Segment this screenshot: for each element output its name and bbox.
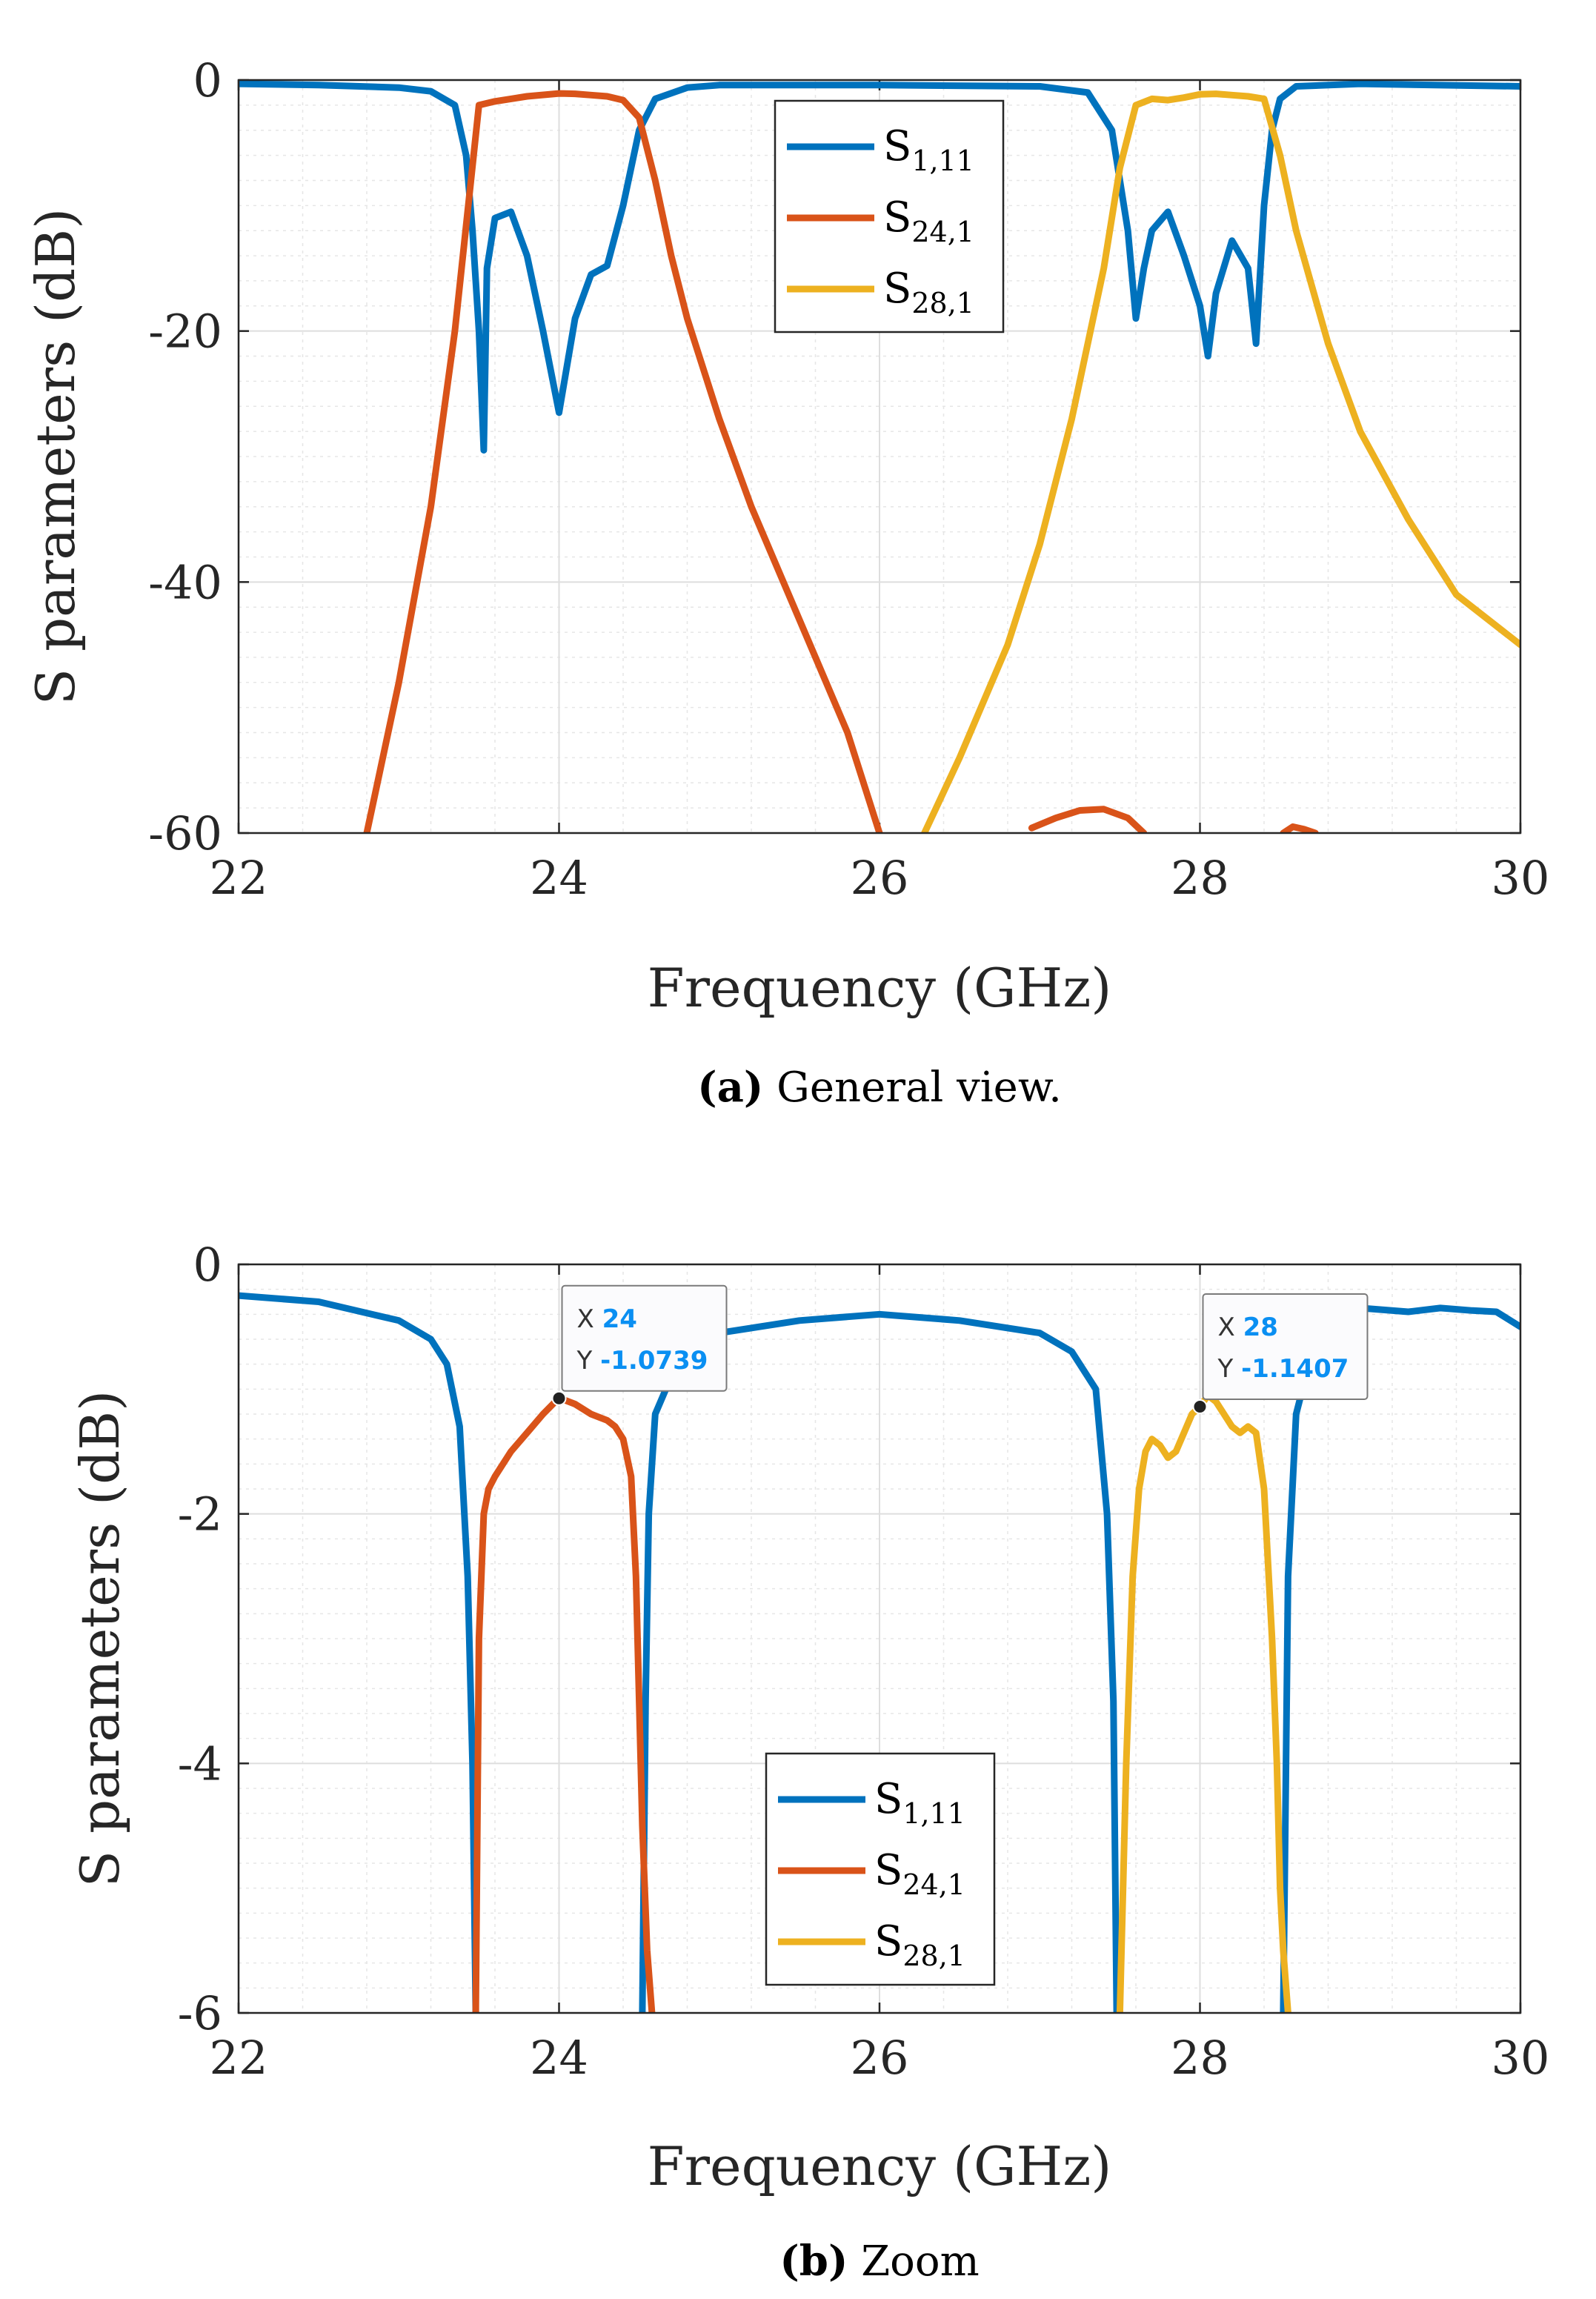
- x-tick-label: 22: [210, 851, 268, 905]
- datatip-marker[interactable]: [551, 1390, 567, 1406]
- x-tick-label: 22: [210, 2031, 268, 2085]
- panel-a-general-view: 22 24 26 28 300-20-40-60S1,11S24,1S28,1Frequ…: [24, 53, 1549, 1112]
- panel-caption: (b) Zoom: [779, 2237, 979, 2286]
- datatip[interactable]: X 28Y -1.1407: [1202, 1293, 1369, 1401]
- legend-entry: S24,1: [883, 193, 974, 248]
- legend-entry: S28,1: [874, 1917, 965, 1972]
- datatip-box: [1202, 1293, 1369, 1401]
- plot-frame: [237, 79, 1522, 835]
- series-line-s24-1-fragment: [1280, 823, 1319, 833]
- datatip-y-row: Y -1.0739: [576, 1346, 708, 1376]
- x-tick-label: 24: [530, 2031, 588, 2085]
- legend-entry-subscript: 28,1: [911, 287, 974, 319]
- datatip[interactable]: X 24Y -1.0739: [561, 1284, 728, 1392]
- panel-caption: (a) General view.: [697, 1063, 1062, 1112]
- x-axis-label: Frequency (GHz): [648, 957, 1112, 1019]
- legend-entry-base: S: [874, 1917, 902, 1965]
- panel-caption-text: Zoom: [848, 2237, 979, 2286]
- plot-frame: [237, 1263, 1522, 2014]
- datatip-x-row: X 28: [1218, 1313, 1278, 1342]
- series-line-s24-1-fragment: [1028, 806, 1148, 833]
- y-tick-label: -40: [148, 555, 222, 609]
- panel-caption-tag: (a): [697, 1063, 763, 1112]
- y-axis-label: S parameters (dB): [24, 208, 87, 705]
- x-tick-label: 26: [851, 2031, 909, 2085]
- legend-entry: S24,1: [874, 1846, 965, 1901]
- panel-caption-tag: (b): [779, 2237, 848, 2286]
- legend-entry: S1,11: [874, 1775, 965, 1830]
- y-tick-label: -6: [178, 1986, 222, 2040]
- datatip-x-label: X: [1218, 1313, 1243, 1342]
- x-tick-label: 26: [851, 851, 909, 905]
- legend-entry-base: S: [883, 122, 911, 170]
- y-tick-label: -4: [178, 1736, 222, 1791]
- legend-entry-subscript: 1,11: [911, 145, 974, 177]
- x-tick-label: 24: [530, 851, 588, 905]
- datatip-box: [561, 1284, 728, 1392]
- x-tick-label: 30: [1492, 2031, 1550, 2085]
- y-axis-label: S parameters (dB): [69, 1390, 131, 1887]
- legend-entry: S1,11: [883, 122, 974, 177]
- datatip-y-value: -1.1407: [1241, 1354, 1349, 1384]
- datatip-x-value: 24: [602, 1304, 637, 1334]
- series-line-s24-1: [472, 1394, 656, 2013]
- datatip-marker[interactable]: [1192, 1399, 1208, 1415]
- panel-caption-text: General view.: [763, 1064, 1062, 1112]
- series-group: [239, 80, 1520, 833]
- legend-entry-base: S: [874, 1846, 902, 1894]
- legend-entry: S28,1: [883, 265, 974, 319]
- series-line-s28-1: [1116, 1392, 1291, 2013]
- series-line-s24-1: [363, 90, 883, 833]
- legend-entry-base: S: [874, 1775, 902, 1823]
- datatip-x-value: 28: [1243, 1313, 1278, 1342]
- x-axis-label: Frequency (GHz): [648, 2135, 1112, 2197]
- legend-entry-subscript: 28,1: [902, 1940, 965, 1972]
- y-tick-label: 0: [193, 53, 222, 107]
- datatip-y-label: Y: [576, 1346, 601, 1376]
- y-tick-label: 0: [193, 1238, 222, 1292]
- series-line-s28-1: [921, 90, 1520, 833]
- legend-entry-subscript: 24,1: [902, 1868, 965, 1901]
- legend-entry-base: S: [883, 265, 911, 313]
- x-tick-label: 28: [1171, 851, 1229, 905]
- datatip-y-value: -1.0739: [600, 1346, 708, 1376]
- datatip-y-row: Y -1.1407: [1217, 1354, 1349, 1384]
- y-tick-label: -2: [178, 1487, 222, 1542]
- legend-entry-subscript: 24,1: [911, 216, 974, 248]
- series-line-s1-11: [239, 80, 1520, 454]
- series-group: [239, 1292, 1520, 2013]
- x-tick-label: 28: [1171, 2031, 1229, 2085]
- y-tick-label: -60: [148, 806, 222, 860]
- legend-entry-subscript: 1,11: [902, 1797, 965, 1830]
- datatip-x-row: X 24: [577, 1304, 637, 1334]
- y-tick-label: -20: [148, 305, 222, 359]
- datatip-y-label: Y: [1217, 1354, 1242, 1384]
- x-tick-label: 30: [1492, 851, 1550, 905]
- legend-entry-base: S: [883, 193, 911, 242]
- datatip-x-label: X: [577, 1304, 602, 1334]
